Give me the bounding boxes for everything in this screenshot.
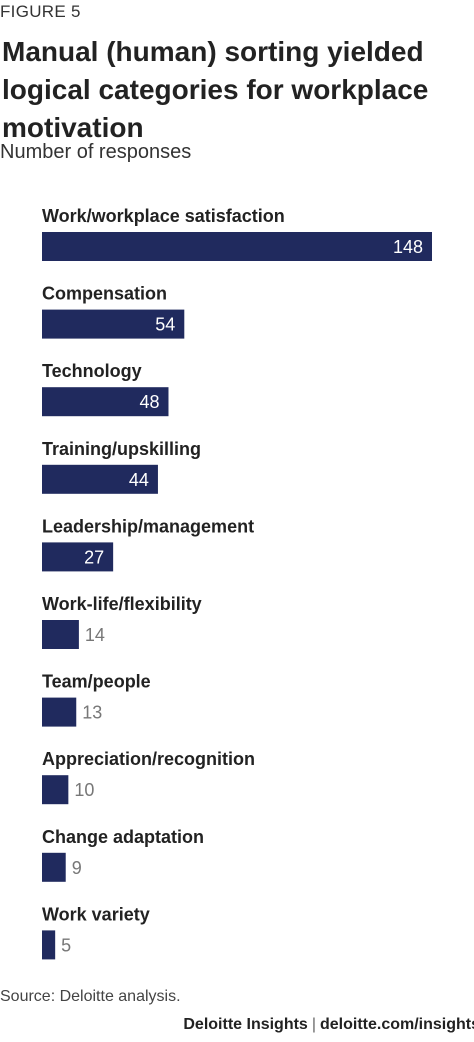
value-label: 27	[84, 547, 104, 567]
category-label: Technology	[42, 361, 142, 381]
footer-separator: |	[311, 1016, 316, 1033]
bar	[42, 930, 56, 960]
bar-chart: Work/workplace satisfaction 148 Compensati…	[42, 206, 432, 960]
category-label: Appreciation/recognition	[42, 749, 255, 769]
value-label: 14	[85, 625, 105, 645]
bar	[42, 387, 169, 417]
value-label: 9	[72, 858, 82, 878]
category-label: Work-life/flexibility	[42, 594, 202, 614]
footer-url[interactable]: deloitte.com/insights	[319, 1016, 474, 1033]
value-label: 5	[61, 935, 71, 955]
bar	[42, 697, 77, 727]
category-label: Change adaptation	[42, 827, 204, 847]
bar	[42, 620, 79, 649]
figure-label: FIGURE 5	[0, 2, 81, 21]
bar	[42, 852, 66, 882]
value-label: 48	[139, 392, 159, 412]
category-label: Training/upskilling	[42, 439, 201, 459]
bar	[42, 464, 158, 494]
bar	[42, 775, 69, 805]
value-label: 13	[82, 703, 102, 723]
footer-brand: Deloitte Insights	[183, 1016, 308, 1033]
value-label: 148	[393, 237, 423, 257]
chart-subtitle: Number of responses	[0, 141, 192, 163]
source-note: Source: Deloitte analysis.	[0, 988, 181, 1005]
bar	[42, 542, 114, 572]
value-label: 54	[155, 315, 175, 335]
category-label: Work variety	[42, 904, 150, 924]
value-label: 44	[129, 470, 149, 490]
value-label: 10	[74, 780, 94, 800]
category-label: Work/workplace satisfaction	[42, 206, 285, 226]
category-label: Leadership/management	[42, 516, 254, 536]
chart-title: Manual (human) sorting yielded logical c…	[2, 36, 429, 143]
footer: Deloitte Insights | deloitte.com/insights	[183, 1016, 474, 1034]
bar	[42, 309, 185, 339]
category-label: Compensation	[42, 284, 167, 304]
category-label: Team/people	[42, 672, 151, 692]
bar	[42, 232, 432, 261]
